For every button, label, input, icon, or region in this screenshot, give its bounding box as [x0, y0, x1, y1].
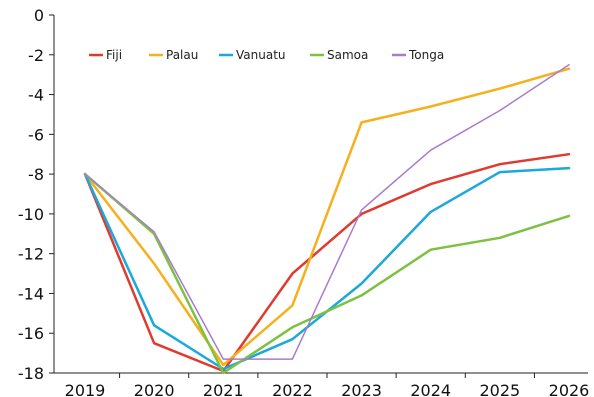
y-tick-label: -6: [28, 125, 44, 144]
x-tick-label: 2026: [549, 381, 590, 397]
series-lines: [83, 63, 571, 375]
series-line-samoa: [83, 172, 571, 375]
axes: [49, 14, 588, 378]
x-tick-label: 2024: [410, 381, 451, 397]
series-line-fiji: [83, 152, 571, 373]
y-tick-label: -8: [28, 165, 44, 184]
legend-label-vanuatu: Vanuatu: [236, 48, 286, 62]
y-tick-label: -10: [18, 205, 44, 224]
x-tick-label: 2019: [65, 381, 106, 397]
y-tick-label: -18: [18, 364, 44, 383]
legend-label-samoa: Samoa: [327, 48, 368, 62]
x-tick-label: 2025: [479, 381, 520, 397]
y-tick-label: -14: [18, 284, 44, 303]
y-tick-label: -12: [18, 245, 44, 264]
y-tick-label: 0: [34, 6, 44, 25]
x-tick-label: 2022: [272, 381, 313, 397]
x-tick-label: 2021: [203, 381, 244, 397]
x-tick-label: 2020: [134, 381, 175, 397]
y-tick-label: -16: [18, 324, 44, 343]
x-axis-tick-labels: 2019 2020 2021 2022 2023 2024 2025 2026: [65, 381, 590, 397]
legend-label-palau: Palau: [166, 48, 198, 62]
series-line-palau: [83, 67, 571, 367]
y-tick-label: -4: [28, 86, 44, 105]
y-axis-tick-labels: 0 -2 -4 -6 -8 -10 -12 -14 -16 -18: [18, 6, 44, 383]
legend-label-tonga: Tonga: [408, 48, 444, 62]
legend-label-fiji: Fiji: [106, 48, 122, 62]
legend: Fiji Palau Vanuatu Samoa Tonga: [89, 48, 444, 62]
y-tick-label: -2: [28, 46, 44, 65]
x-tick-label: 2023: [341, 381, 382, 397]
series-line-tonga: [84, 63, 570, 360]
